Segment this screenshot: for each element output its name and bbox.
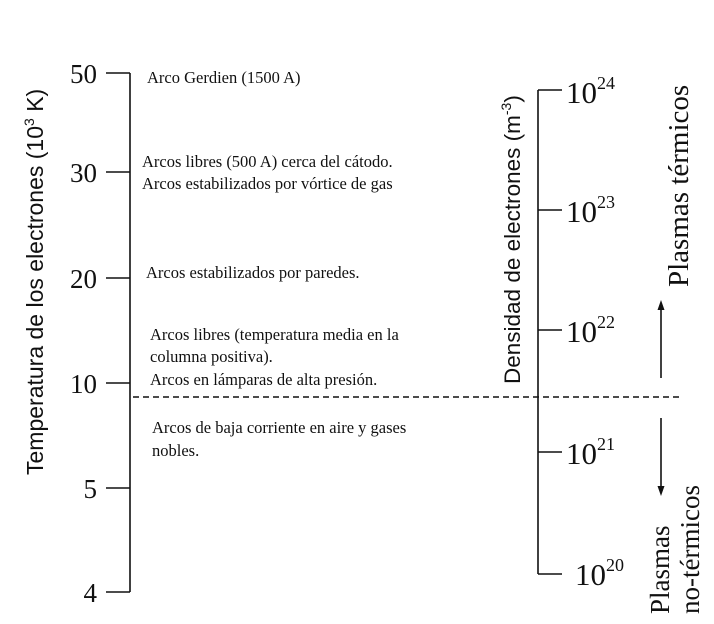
right-tick-base: 10 xyxy=(566,436,597,471)
region-indicators: Plasmas térmicos Plasmas no-térmicos xyxy=(645,85,705,614)
left-axis-title-exp: 3 xyxy=(21,118,37,126)
right-tick-label: 1020 xyxy=(575,555,624,592)
right-tick-base: 10 xyxy=(575,557,606,592)
right-tick-label: 1024 xyxy=(566,73,615,110)
right-axis-title-text: Densidad de electrones (m xyxy=(500,115,525,384)
left-tick-label: 30 xyxy=(70,158,97,188)
right-axis-title-exp: -3 xyxy=(498,102,514,115)
annotation-libres-media: columna positiva). xyxy=(150,347,273,366)
left-axis-title-text: Temperatura de los electrones (10 xyxy=(22,126,48,475)
annotation-gerdien: Arco Gerdien (1500 A) xyxy=(147,68,301,87)
annotation-baja-corriente: nobles. xyxy=(152,441,199,460)
annotation-libres-media: Arcos libres (temperatura media en la xyxy=(150,325,399,344)
right-tick-base: 10 xyxy=(566,75,597,110)
right-tick-exp: 24 xyxy=(597,73,615,93)
right-axis-title: Densidad de electrones (m-3) xyxy=(498,95,525,384)
right-axis-title-close: ) xyxy=(500,95,525,103)
nonthermal-plasma-label: no-térmicos xyxy=(675,485,705,614)
right-axis: 1024 1023 1022 1021 1020 Densidad de ele… xyxy=(498,73,624,592)
right-tick-exp: 23 xyxy=(597,192,615,212)
right-tick-exp: 22 xyxy=(597,312,615,332)
right-tick-base: 10 xyxy=(566,194,597,229)
left-axis-title-unit: K) xyxy=(22,89,48,118)
thermal-plasma-label: Plasmas térmicos xyxy=(663,85,695,287)
annotation-paredes: Arcos estabilizados por paredes. xyxy=(146,263,360,282)
right-tick-base: 10 xyxy=(566,314,597,349)
annotation-baja-corriente: Arcos de baja corriente en aire y gases xyxy=(152,418,406,437)
right-tick-label: 1022 xyxy=(566,312,615,349)
left-tick-label: 4 xyxy=(84,578,98,608)
left-tick-label: 20 xyxy=(70,264,97,294)
annotation-vortice: Arcos estabilizados por vórtice de gas xyxy=(142,174,393,193)
nonthermal-plasma-label: Plasmas xyxy=(645,525,675,614)
arrow-down-icon xyxy=(657,486,665,496)
annotation-libres-catodo: Arcos libres (500 A) cerca del cátodo. xyxy=(142,152,393,171)
left-tick-label: 5 xyxy=(84,474,98,504)
left-tick-label: 50 xyxy=(70,59,97,89)
right-tick-exp: 20 xyxy=(606,555,624,575)
right-tick-label: 1021 xyxy=(566,434,615,471)
left-axis-title: Temperatura de los electrones (103 K) xyxy=(21,89,48,475)
arc-annotations: Arco Gerdien (1500 A) Arcos libres (500 … xyxy=(142,68,406,460)
right-tick-exp: 21 xyxy=(597,434,615,454)
left-axis: 50 30 20 10 5 4 Temperatura de los elect… xyxy=(21,59,131,608)
annotation-lamparas: Arcos en lámparas de alta presión. xyxy=(150,370,377,389)
left-tick-label: 10 xyxy=(70,369,97,399)
right-tick-label: 1023 xyxy=(566,192,615,229)
arrow-up-icon xyxy=(657,300,665,310)
